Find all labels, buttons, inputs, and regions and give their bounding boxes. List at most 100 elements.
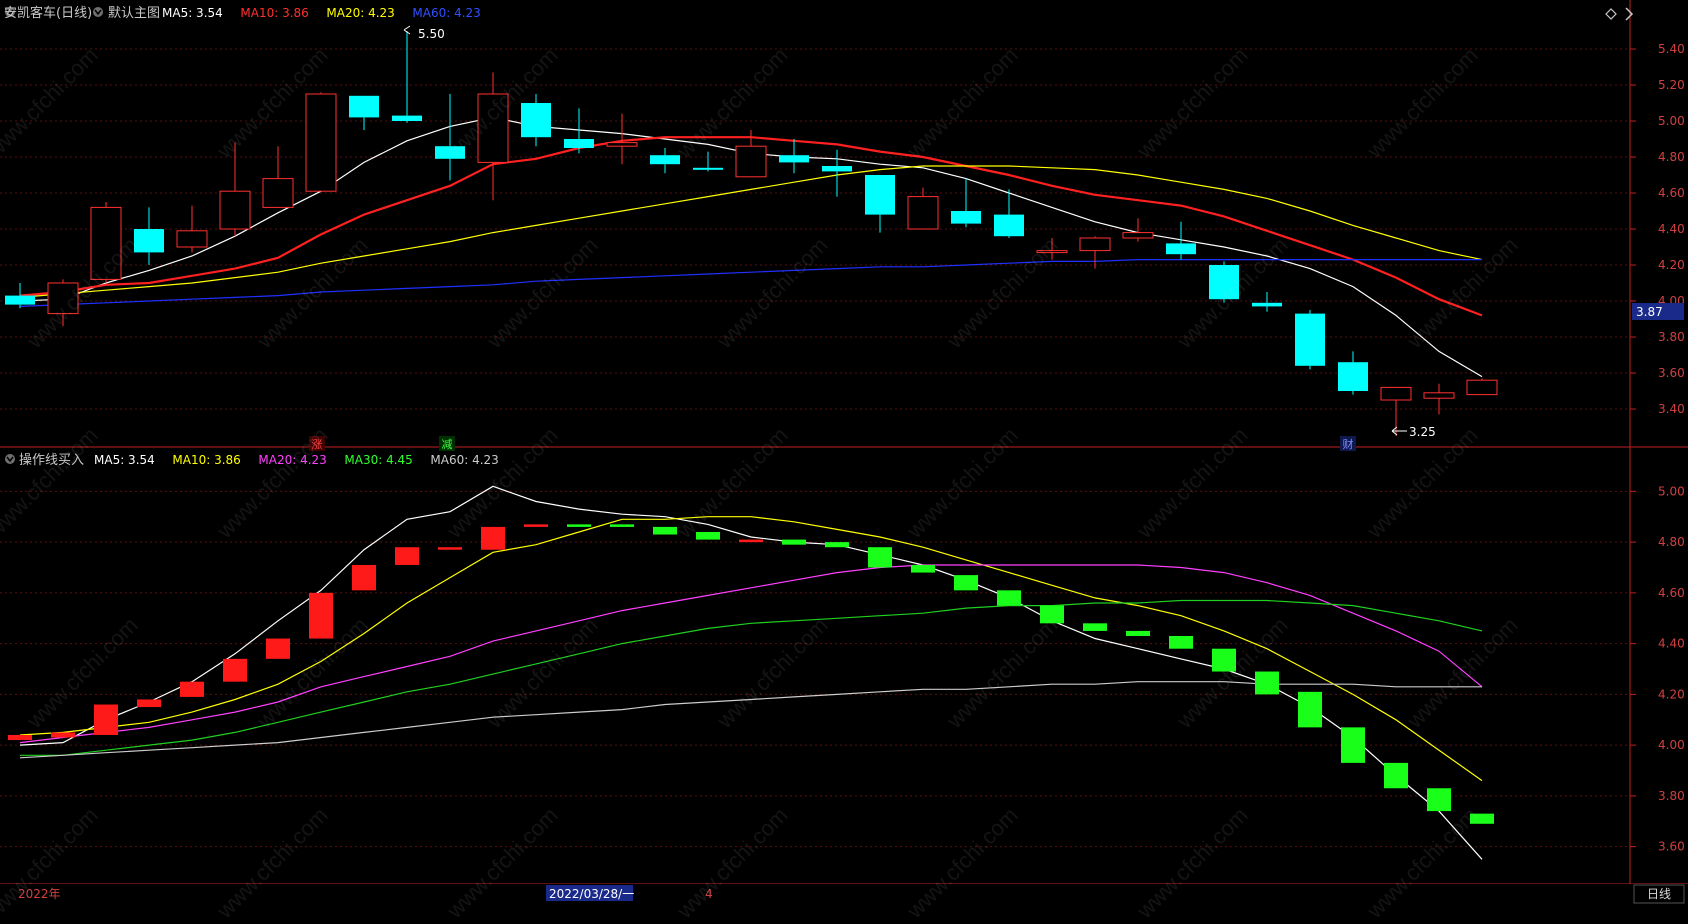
candle[interactable] [5, 283, 35, 309]
candle[interactable] [650, 148, 680, 174]
indicator-bar[interactable] [1470, 813, 1494, 824]
candle[interactable] [521, 94, 551, 147]
indicator-bar[interactable] [911, 564, 935, 573]
indicator-bar[interactable] [352, 564, 376, 591]
collapse-icon[interactable] [5, 7, 15, 17]
month-label: 4 [705, 887, 713, 901]
candle[interactable] [262, 146, 294, 208]
year-label: 2022年 [18, 887, 61, 901]
main-candles[interactable] [5, 31, 1498, 436]
indicator-bar[interactable] [524, 524, 548, 527]
main-chart-label[interactable]: 默认主图 [108, 5, 160, 21]
indicator-bar[interactable] [223, 658, 247, 682]
indicator-bar[interactable] [1040, 605, 1064, 624]
indicator-bar[interactable] [653, 526, 677, 535]
candle[interactable] [1122, 218, 1154, 242]
candle[interactable] [1338, 351, 1368, 395]
y-tick-label: 3.40 [1658, 402, 1685, 416]
cai-marker[interactable] [1340, 436, 1356, 451]
indicator-bar[interactable] [1169, 636, 1193, 649]
indicator-bar[interactable] [438, 547, 462, 550]
candle[interactable] [1252, 292, 1282, 312]
indicator-bar[interactable] [1427, 788, 1451, 812]
ma-line-ma60 [19, 681, 1482, 759]
indicator-bar[interactable] [481, 526, 505, 550]
candle[interactable] [951, 178, 981, 228]
candle[interactable] [435, 94, 465, 181]
candle[interactable] [1423, 383, 1455, 415]
candle[interactable] [779, 139, 809, 174]
y-tick-label: 4.00 [1658, 738, 1685, 752]
candle[interactable] [392, 31, 422, 123]
indicator-bar[interactable] [610, 524, 634, 527]
date-cursor-label: 2022/03/28/一 [549, 887, 634, 901]
candle[interactable] [305, 92, 337, 192]
candle[interactable] [90, 202, 122, 283]
indicator-bar[interactable] [868, 547, 892, 568]
candle[interactable] [606, 113, 638, 165]
indicator-bar[interactable] [1212, 648, 1236, 672]
chevron-right-icon[interactable] [1625, 7, 1634, 21]
main-header: 安凯客车(日线) 默认主图 MA5: 3.54 MA10: 3.86 MA20: 4… [4, 5, 481, 21]
indicator-bar[interactable] [1126, 630, 1150, 637]
indicator-bar[interactable] [825, 542, 849, 548]
indicator-label[interactable]: 操作线买入 [19, 452, 84, 468]
indicator-bar[interactable] [782, 539, 806, 545]
indicator-bar[interactable] [137, 699, 161, 708]
ma-value-label: MA60: 4.23 [412, 6, 480, 20]
candle[interactable] [1079, 236, 1111, 269]
ma-line-ma10 [19, 516, 1483, 782]
indicator-bar[interactable] [51, 732, 75, 738]
indicator-bar[interactable] [309, 592, 333, 639]
jian-marker-text: 减 [442, 438, 453, 451]
ma-value-label: MA5: 3.54 [162, 6, 223, 20]
sub-bars[interactable] [8, 524, 1494, 824]
candle[interactable] [47, 279, 79, 327]
indicator-bar[interactable] [567, 524, 591, 527]
candle[interactable] [865, 175, 895, 233]
candle[interactable] [994, 189, 1024, 238]
candle[interactable] [735, 130, 767, 178]
indicator-bar[interactable] [1298, 691, 1322, 728]
indicator-bar[interactable] [1255, 671, 1279, 695]
collapse-icon[interactable] [93, 7, 103, 17]
candle[interactable] [1380, 386, 1412, 436]
ma-value-label: MA5: 3.54 [94, 453, 155, 467]
diamond-icon[interactable] [1605, 8, 1617, 20]
indicator-bar[interactable] [1341, 727, 1365, 763]
low-label: 3.25 [1409, 425, 1436, 439]
candle[interactable] [1036, 238, 1068, 260]
indicator-bar[interactable] [1083, 623, 1107, 631]
indicator-bar[interactable] [180, 681, 204, 697]
chevron-down-icon [6, 9, 14, 16]
candle[interactable] [1295, 310, 1325, 370]
indicator-bar[interactable] [696, 531, 720, 540]
indicator-bar[interactable] [395, 547, 419, 565]
candle[interactable] [349, 95, 379, 130]
indicator-bar[interactable] [739, 539, 763, 543]
indicator-bar[interactable] [1384, 762, 1408, 789]
zhang-marker[interactable] [309, 436, 325, 451]
candle[interactable] [134, 207, 164, 265]
candle[interactable] [1166, 221, 1196, 260]
indicator-bar[interactable] [94, 704, 118, 735]
indicator-bar[interactable] [954, 575, 978, 591]
candle[interactable] [564, 108, 594, 154]
collapse-icon[interactable] [5, 454, 15, 464]
period-button[interactable] [1633, 884, 1685, 904]
candle[interactable] [219, 142, 251, 237]
candle[interactable] [693, 151, 723, 172]
candle[interactable] [176, 205, 208, 253]
candle[interactable] [822, 149, 852, 197]
candle[interactable] [477, 72, 509, 201]
sub-ma-labels: MA5: 3.54 MA10: 3.86 MA20: 4.23 MA30: 4.45 M… [94, 453, 499, 467]
indicator-bar[interactable] [997, 590, 1021, 606]
jian-marker[interactable] [439, 436, 455, 451]
candle[interactable] [1209, 261, 1239, 303]
candle[interactable] [1466, 378, 1498, 396]
last-price-tag [1632, 303, 1684, 320]
candle[interactable] [907, 187, 939, 230]
indicator-bar[interactable] [8, 734, 32, 741]
indicator-bar[interactable] [266, 638, 290, 659]
